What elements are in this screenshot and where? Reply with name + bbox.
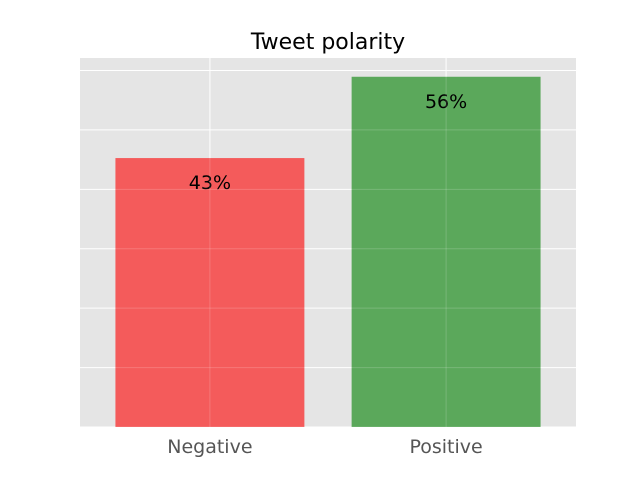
x-tick-label-positive: Positive bbox=[409, 436, 482, 458]
bar-positive bbox=[351, 76, 541, 428]
data-label-positive: 56% bbox=[425, 91, 467, 113]
chart-title: Tweet polarity bbox=[250, 30, 405, 55]
bar-negative bbox=[115, 158, 305, 427]
data-label-negative: 43% bbox=[189, 172, 231, 194]
data-labels: 43% 56% bbox=[189, 91, 467, 194]
grid-overlay bbox=[80, 58, 576, 428]
bar-series bbox=[115, 76, 541, 428]
x-tick-label-negative: Negative bbox=[167, 436, 252, 458]
x-axis-ticks: Negative Positive bbox=[167, 436, 482, 458]
